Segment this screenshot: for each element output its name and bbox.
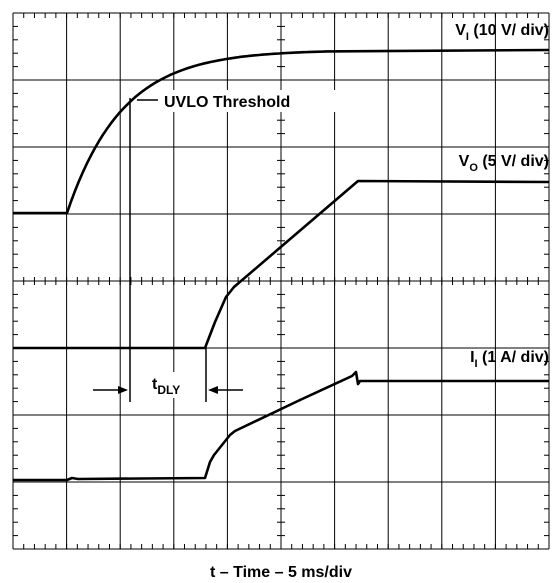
vi-main: V	[455, 22, 466, 39]
vi-rest: (10 V/ div)	[469, 22, 549, 39]
vo-sub: O	[469, 162, 478, 174]
delay-sub: DLY	[157, 383, 180, 397]
threshold-label-bg	[160, 90, 346, 112]
x-axis-label: t – Time – 5 ms/div	[210, 564, 352, 581]
delay-label: tDLY	[152, 376, 180, 397]
vi-trace	[13, 48, 550, 215]
delay-label-bg	[146, 372, 196, 398]
vi-sub: I	[466, 31, 469, 43]
vo-main: V	[459, 153, 470, 170]
ii-label: II (1 A/ div)	[470, 349, 549, 370]
ii-rest: (1 A/ div)	[478, 349, 549, 366]
ii-sub: I	[475, 358, 478, 370]
ii-trace	[13, 370, 549, 482]
delay-main: t	[152, 376, 158, 393]
arrowhead-left	[208, 386, 218, 394]
traces	[13, 48, 550, 482]
vi-label: VI (10 V/ div)	[455, 22, 549, 43]
ii-main: I	[470, 349, 474, 366]
threshold-label: UVLO Threshold	[164, 94, 290, 111]
vo-label: VO (5 V/ div)	[459, 153, 549, 174]
arrowhead-right	[118, 386, 128, 394]
vo-rest: (5 V/ div)	[478, 153, 549, 170]
vo-trace	[13, 179, 550, 350]
